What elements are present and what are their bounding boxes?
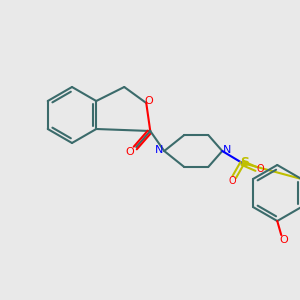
Text: N: N — [155, 145, 164, 155]
Text: N: N — [223, 145, 231, 155]
Text: O: O — [145, 96, 154, 106]
Text: O: O — [126, 147, 135, 157]
Text: O: O — [256, 164, 264, 174]
Text: O: O — [228, 176, 236, 186]
Text: O: O — [280, 235, 289, 245]
Text: S: S — [240, 155, 249, 169]
